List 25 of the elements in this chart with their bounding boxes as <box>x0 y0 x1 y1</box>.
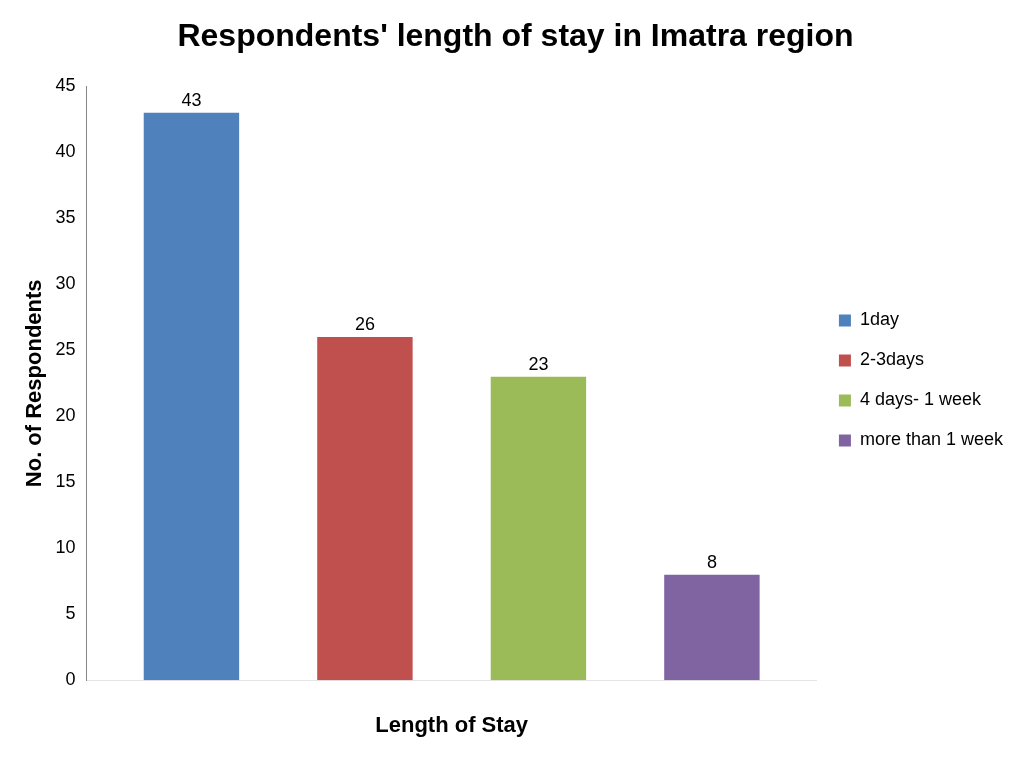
legend-label: 4 days- 1 week <box>859 389 982 410</box>
bar <box>143 112 240 681</box>
bar <box>490 376 587 681</box>
bar <box>317 337 413 681</box>
legend-label: 1day <box>859 309 899 330</box>
y-tick-label: 15 <box>55 471 76 492</box>
data-label: 26 <box>354 314 375 335</box>
y-tick-label: 45 <box>55 75 76 96</box>
data-label: 43 <box>181 89 202 110</box>
y-tick-label: 10 <box>55 537 76 558</box>
y-tick-label: 30 <box>55 273 76 294</box>
y-tick-label: 40 <box>55 141 76 162</box>
bar <box>664 574 760 681</box>
x-axis-title: Length of Stay <box>375 711 529 737</box>
y-tick-label: 35 <box>55 207 76 228</box>
y-tick-label: 5 <box>65 603 76 624</box>
y-axis-title: No. of Respondents <box>21 279 47 488</box>
legend-label: more than 1 week <box>859 429 1004 450</box>
y-tick-label: 0 <box>65 669 76 690</box>
chart-title: Respondents' length of stay in Imatra region <box>177 17 854 54</box>
legend-label: 2-3days <box>859 349 924 370</box>
data-label: 23 <box>528 353 549 374</box>
data-label: 8 <box>706 551 717 572</box>
y-tick-label: 25 <box>55 339 76 360</box>
y-tick-label: 20 <box>55 405 76 426</box>
